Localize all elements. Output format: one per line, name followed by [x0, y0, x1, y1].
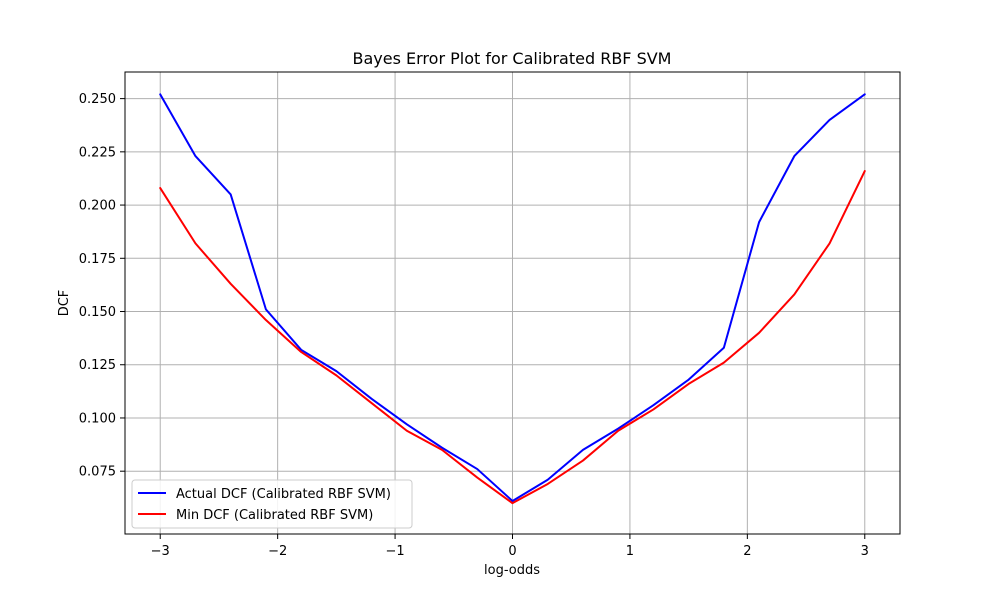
y-tick-label: 0.100 — [79, 411, 116, 426]
legend-box — [131, 479, 413, 529]
x-tick-label: 1 — [626, 544, 634, 559]
series-lines — [159, 93, 866, 505]
y-tick-label: 0.075 — [79, 465, 116, 480]
y-axis-label: DCF — [57, 290, 72, 317]
x-tick-label: −1 — [385, 544, 404, 559]
chart-title: Bayes Error Plot for Calibrated RBF SVM — [353, 49, 672, 68]
y-axis-ticks: 0.075 0.100 0.125 0.150 0.175 0.200 0.225 0.250 — [79, 92, 125, 480]
min-dcf-line — [159, 170, 866, 505]
x-tick-label: 0 — [508, 544, 516, 559]
x-tick-label: −2 — [268, 544, 287, 559]
x-tick-label: −3 — [151, 544, 170, 559]
x-tick-label: 2 — [743, 544, 751, 559]
legend-label-actual-dcf: Actual DCF (Calibrated RBF SVM) — [176, 487, 391, 502]
y-tick-label: 0.250 — [79, 92, 116, 107]
y-tick-label: 0.125 — [79, 358, 116, 373]
y-tick-label: 0.225 — [79, 145, 116, 160]
actual-dcf-line — [159, 93, 866, 502]
x-tick-label: 3 — [861, 544, 869, 559]
x-axis-ticks: −3 −2 −1 0 1 2 3 — [151, 534, 869, 559]
legend-label-min-dcf: Min DCF (Calibrated RBF SVM) — [176, 508, 373, 523]
y-tick-label: 0.175 — [79, 252, 116, 267]
x-axis-label: log-odds — [484, 563, 540, 578]
y-tick-label: 0.200 — [79, 199, 116, 214]
grid-lines — [125, 72, 900, 534]
y-tick-label: 0.150 — [79, 305, 116, 320]
legend: Actual DCF (Calibrated RBF SVM) Min DCF … — [131, 479, 413, 529]
